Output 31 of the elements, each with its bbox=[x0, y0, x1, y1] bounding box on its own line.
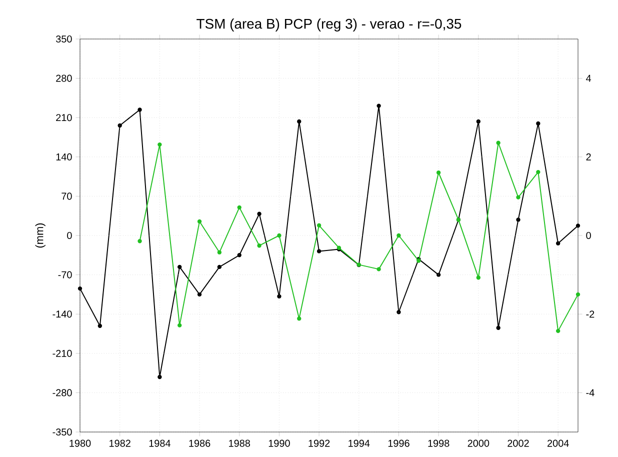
y-tick-label: 0 bbox=[67, 232, 72, 240]
x-tick-label: 1984 bbox=[149, 440, 170, 447]
x-tick-label: 1986 bbox=[189, 440, 210, 447]
x-tick-label: 1990 bbox=[268, 440, 290, 447]
y-tick-label: -350 bbox=[52, 428, 72, 436]
x-tick-label: 1988 bbox=[229, 440, 250, 447]
y-tick-label: -210 bbox=[52, 350, 72, 357]
y2-tick-label: -2 bbox=[586, 310, 594, 318]
y-tick-label: 70 bbox=[62, 192, 72, 200]
x-tick-label: 2004 bbox=[548, 440, 569, 447]
y-axis-title: (mm) bbox=[35, 223, 46, 248]
x-tick-label: 1992 bbox=[308, 440, 330, 447]
x-tick-label: 1996 bbox=[388, 440, 410, 447]
y2-tick-label: 2 bbox=[586, 153, 591, 160]
chart-title: TSM (area B) PCP (reg 3) - verao - r=-0,35 bbox=[196, 18, 462, 32]
y2-tick-label: 0 bbox=[586, 232, 591, 240]
x-tick-label: 2000 bbox=[468, 440, 490, 447]
y2-tick-label: 4 bbox=[586, 74, 592, 82]
y-tick-label: -70 bbox=[58, 271, 72, 278]
y-tick-label: 140 bbox=[56, 153, 72, 160]
y-tick-label: 350 bbox=[56, 35, 72, 43]
y-tick-label: -280 bbox=[52, 389, 72, 396]
x-tick-label: 1982 bbox=[110, 440, 130, 447]
y-tick-label: -140 bbox=[52, 310, 72, 318]
x-tick-label: 2002 bbox=[508, 440, 529, 447]
x-tick-label: 1994 bbox=[348, 440, 370, 447]
y2-tick-label: -4 bbox=[586, 389, 594, 396]
y-tick-label: 280 bbox=[56, 74, 72, 82]
y-tick-label: 210 bbox=[56, 114, 72, 122]
x-tick-label: 1980 bbox=[70, 440, 91, 447]
x-tick-label: 1998 bbox=[428, 440, 450, 447]
